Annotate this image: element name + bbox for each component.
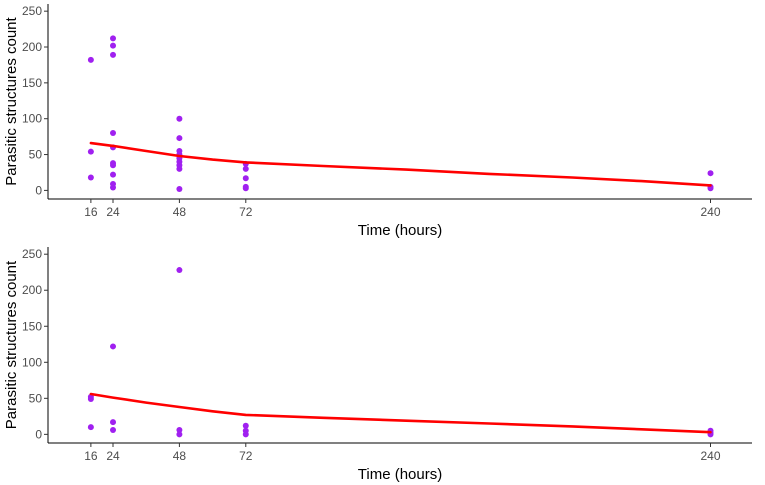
y-tick-label: 50 — [29, 148, 43, 162]
data-point — [707, 185, 714, 192]
data-point — [87, 56, 94, 63]
data-point — [110, 35, 117, 42]
data-point — [110, 343, 117, 350]
data-point — [87, 174, 94, 181]
y-tick-label: 50 — [29, 391, 43, 405]
data-point — [707, 170, 714, 177]
data-point — [176, 135, 183, 142]
data-point — [110, 427, 117, 434]
data-point — [242, 431, 249, 438]
data-point — [176, 185, 183, 192]
data-point — [110, 171, 117, 178]
x-tick-label: 48 — [173, 205, 187, 219]
data-point — [242, 422, 249, 429]
y-axis-title: Parasitic structures count — [3, 16, 20, 185]
y-axis-title: Parasitic structures count — [3, 260, 20, 429]
data-point — [87, 396, 94, 403]
y-tick-label: 100 — [22, 355, 42, 369]
x-tick-label: 24 — [106, 449, 120, 463]
chart-panel-2: 0 50 100 150 200 250 16 24 48 72 240 Time (hours) Pa… — [3, 247, 752, 483]
y-tick-label: 250 — [22, 247, 42, 261]
x-tick-label: 24 — [106, 205, 120, 219]
data-point — [110, 184, 117, 191]
trend-line — [89, 392, 712, 434]
y-tick-label: 250 — [22, 4, 42, 18]
data-point — [87, 424, 94, 431]
data-point — [87, 148, 94, 155]
x-tick-label: 240 — [700, 449, 720, 463]
y-tick-label: 0 — [35, 183, 42, 197]
data-point — [110, 51, 117, 58]
data-point — [110, 419, 117, 426]
data-point — [110, 42, 117, 49]
y-tick-label: 150 — [22, 319, 42, 333]
data-point — [242, 165, 249, 172]
data-point — [176, 427, 183, 434]
data-point — [242, 185, 249, 192]
x-tick-label: 72 — [239, 449, 253, 463]
chart-panel-1: 0 50 100 150 200 250 16 24 48 72 240 Time (hours) Pa… — [3, 4, 752, 239]
data-point — [110, 130, 117, 137]
y-tick-label: 0 — [35, 427, 42, 441]
x-axis-title: Time (hours) — [358, 222, 442, 239]
y-tick-label: 100 — [22, 112, 42, 126]
trend-line — [89, 141, 712, 187]
y-tick-label: 150 — [22, 76, 42, 90]
data-point — [110, 162, 117, 169]
data-point — [176, 267, 183, 274]
x-tick-label: 240 — [700, 205, 720, 219]
x-tick-label: 72 — [239, 205, 253, 219]
x-tick-label: 48 — [173, 449, 187, 463]
data-point — [176, 165, 183, 172]
data-point — [242, 175, 249, 182]
y-tick-label: 200 — [22, 40, 42, 54]
y-tick-label: 200 — [22, 283, 42, 297]
x-tick-label: 16 — [84, 449, 98, 463]
data-point — [176, 431, 183, 438]
x-tick-label: 16 — [84, 205, 98, 219]
data-point — [176, 115, 183, 122]
x-axis-title: Time (hours) — [358, 466, 442, 483]
